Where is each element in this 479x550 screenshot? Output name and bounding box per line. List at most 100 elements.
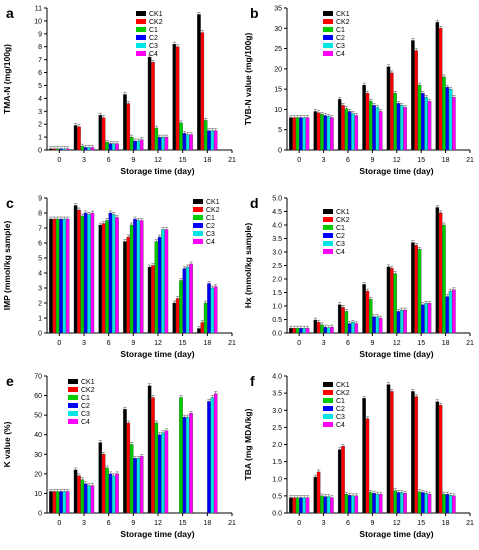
bar-c4-day-12 bbox=[164, 430, 169, 514]
bar-ck1-day-15 bbox=[172, 43, 177, 151]
bar-ck2-day-9 bbox=[126, 236, 131, 334]
bar-ck1-day-6 bbox=[98, 442, 103, 514]
x-tick-label: 3 bbox=[322, 340, 326, 347]
bar-c4-day-18 bbox=[452, 495, 456, 514]
bar-c4-day-6 bbox=[354, 115, 359, 151]
bar-c3-day-3 bbox=[87, 147, 91, 151]
bar-c4-day-9 bbox=[139, 220, 144, 334]
y-tick-label: 20 bbox=[34, 471, 42, 478]
bar-c2-day-12 bbox=[157, 236, 162, 334]
bar-c1-day-12 bbox=[154, 241, 159, 334]
legend-label-ck1: CK1 bbox=[336, 382, 350, 389]
y-tick-label: 15 bbox=[274, 87, 282, 94]
bar-c4-day-3 bbox=[330, 326, 334, 334]
bar-c4-day-15 bbox=[427, 303, 432, 334]
x-axis-label: Storage time (day) bbox=[359, 166, 433, 176]
legend-swatch-ck2 bbox=[68, 387, 78, 392]
bar-c1-day-3 bbox=[320, 495, 324, 514]
y-tick-label: 3.5 bbox=[272, 391, 282, 398]
bar-c4-day-12 bbox=[403, 309, 407, 334]
y-tick-label: 1 bbox=[38, 316, 42, 323]
y-tick-label: 1.5 bbox=[272, 290, 282, 297]
bar-ck1-day-12 bbox=[386, 384, 391, 514]
bar-ck1-day-15 bbox=[411, 242, 415, 334]
bar-c3-day-9 bbox=[375, 494, 380, 514]
legend-swatch-ck2 bbox=[136, 19, 146, 24]
bar-c1-day-18 bbox=[203, 120, 208, 151]
bar-c2-day-9 bbox=[372, 105, 376, 151]
bar-ck2-day-9 bbox=[126, 103, 131, 151]
x-tick-label: 15 bbox=[417, 340, 425, 347]
bar-c2-day-0 bbox=[299, 117, 303, 151]
x-tick-label: 21 bbox=[466, 340, 474, 347]
bar-ck1-day-0 bbox=[49, 218, 53, 334]
bar-c1-day-15 bbox=[417, 84, 422, 151]
legend-label-c3: C3 bbox=[336, 43, 345, 50]
bar-c1-day-18 bbox=[442, 494, 446, 514]
y-tick-label: 4.0 bbox=[272, 374, 282, 381]
y-tick-label: 9 bbox=[38, 196, 42, 203]
x-tick-label: 15 bbox=[179, 520, 187, 527]
y-axis-label: IMP (mmol/kg sample) bbox=[2, 221, 12, 311]
bar-ck1-day-6 bbox=[337, 449, 342, 514]
y-tick-label: 6 bbox=[38, 70, 42, 77]
bar-c1-day-9 bbox=[129, 444, 134, 514]
panel-letter: a bbox=[6, 5, 14, 21]
bar-c2-day-15 bbox=[182, 268, 187, 334]
bar-c1-day-6 bbox=[344, 108, 349, 151]
x-axis-label: Storage time (day) bbox=[120, 349, 194, 359]
bar-ck2-day-3 bbox=[77, 209, 81, 334]
bar-c2-day-12 bbox=[396, 311, 401, 334]
y-tick-label: 6 bbox=[38, 241, 42, 248]
bar-c2-day-3 bbox=[83, 483, 88, 514]
legend-swatch-c2 bbox=[193, 223, 203, 228]
x-tick-label: 12 bbox=[154, 157, 162, 164]
y-tick-label: 10 bbox=[34, 18, 42, 25]
y-tick-label: 0 bbox=[278, 148, 282, 155]
bar-c1-day-3 bbox=[80, 479, 85, 514]
y-tick-label: 2 bbox=[38, 301, 42, 308]
legend-label-ck2: CK2 bbox=[336, 217, 350, 224]
y-tick-label: 35 bbox=[274, 6, 282, 13]
bar-c3-day-9 bbox=[136, 458, 141, 514]
bar-c1-day-0 bbox=[55, 218, 60, 334]
x-tick-label: 18 bbox=[203, 520, 211, 527]
bar-c3-day-3 bbox=[326, 116, 331, 151]
y-axis-label: TMA-N (mg/100g) bbox=[2, 44, 12, 114]
x-tick-label: 6 bbox=[346, 340, 350, 347]
bar-ck2-day-0 bbox=[52, 491, 57, 514]
legend-label-ck1: CK1 bbox=[206, 199, 220, 206]
bar-ck2-day-3 bbox=[316, 112, 321, 151]
bar-ck2-day-6 bbox=[341, 446, 345, 514]
y-tick-label: 0.5 bbox=[272, 493, 282, 500]
bar-ck1-day-0 bbox=[289, 117, 293, 151]
x-tick-label: 15 bbox=[417, 157, 425, 164]
bar-c3-day-12 bbox=[400, 309, 404, 334]
bar-c2-day-15 bbox=[421, 304, 425, 334]
bar-c4-day-6 bbox=[354, 323, 359, 334]
y-tick-label: 1 bbox=[38, 135, 42, 142]
bar-c2-day-15 bbox=[421, 93, 425, 151]
bar-ck2-day-15 bbox=[414, 396, 418, 514]
y-tick-label: 9 bbox=[38, 31, 42, 38]
bar-c2-day-6 bbox=[108, 143, 113, 151]
x-tick-label: 18 bbox=[442, 157, 450, 164]
bar-c3-day-18 bbox=[448, 495, 453, 514]
bar-c1-day-15 bbox=[179, 397, 183, 514]
bar-c3-day-6 bbox=[351, 113, 355, 151]
bar-c2-day-12 bbox=[396, 492, 401, 514]
x-tick-label: 21 bbox=[228, 520, 236, 527]
x-tick-label: 21 bbox=[228, 340, 236, 347]
bar-c3-day-3 bbox=[326, 496, 331, 514]
x-tick-label: 18 bbox=[442, 340, 450, 347]
bar-c2-day-9 bbox=[372, 316, 376, 334]
y-tick-label: 8 bbox=[38, 211, 42, 218]
legend-swatch-c4 bbox=[193, 239, 203, 244]
bar-c2-day-18 bbox=[445, 86, 450, 151]
y-tick-label: 4 bbox=[38, 271, 42, 278]
y-tick-label: 1.0 bbox=[272, 476, 282, 483]
y-axis-label: Hx (mmol/kg sample) bbox=[243, 223, 253, 309]
